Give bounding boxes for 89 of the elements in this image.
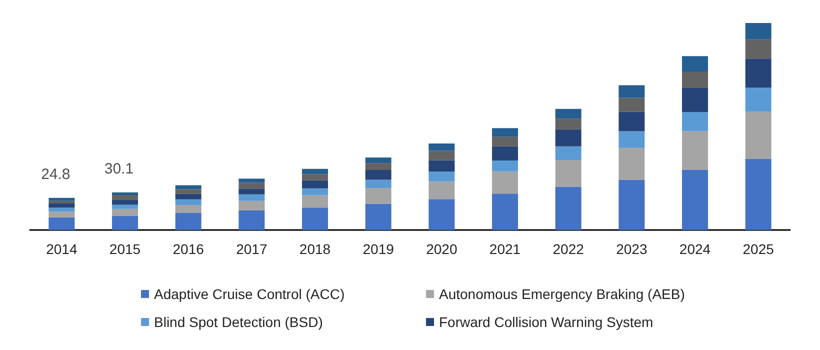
- bar: [492, 160, 518, 172]
- bar: [365, 163, 392, 170]
- bar: [745, 158, 772, 230]
- legend-label: Autonomous Emergency Braking (AEB): [439, 286, 685, 302]
- legend-label: Adaptive Cruise Control (ACC): [154, 286, 345, 302]
- bar: [618, 85, 645, 98]
- bar: [428, 199, 455, 230]
- bar: [302, 195, 328, 208]
- bar: [238, 210, 265, 230]
- bar: [238, 194, 265, 201]
- x-tick-label: 2017: [236, 241, 268, 257]
- bar: [175, 213, 202, 230]
- x-tick-label: 2014: [46, 241, 78, 257]
- bar: [682, 170, 708, 230]
- bar: [428, 143, 455, 151]
- bar: [365, 170, 392, 180]
- bar: [48, 208, 75, 212]
- bar: [302, 180, 328, 188]
- bar: [238, 178, 265, 183]
- bar: [48, 212, 75, 218]
- x-tick-label: 2019: [362, 241, 394, 257]
- bar: [112, 208, 138, 216]
- x-tick-label: 2018: [299, 241, 331, 257]
- bar: [555, 129, 582, 146]
- bar: [175, 189, 202, 194]
- bar: [682, 71, 708, 88]
- bar: [48, 200, 75, 204]
- annotation: 30.1: [104, 160, 134, 178]
- bar: [365, 204, 392, 230]
- x-tick-label: 2016: [172, 241, 204, 257]
- x-tick-label: 2023: [616, 241, 648, 257]
- bar: [682, 112, 708, 132]
- bar: [175, 204, 202, 214]
- bar: [555, 118, 582, 130]
- bar: [492, 146, 518, 160]
- bar: [48, 204, 75, 208]
- bar: [238, 188, 265, 194]
- bar: [682, 131, 708, 170]
- x-tick-label: 2015: [109, 241, 141, 257]
- bar: [492, 136, 518, 146]
- bar: [428, 150, 455, 160]
- legend-label: Forward Collision Warning System: [439, 314, 654, 330]
- bar: [112, 192, 138, 196]
- bar: [302, 168, 328, 174]
- bar: [618, 98, 645, 112]
- bar: [682, 56, 708, 72]
- bar: [745, 39, 772, 59]
- bar: [428, 181, 455, 200]
- bar: [302, 174, 328, 180]
- bar: [618, 148, 645, 180]
- bar: [112, 195, 138, 200]
- bar: [238, 182, 265, 189]
- bar: [365, 158, 392, 164]
- bar: [745, 112, 772, 159]
- bar: [555, 108, 582, 119]
- bar: [745, 58, 772, 88]
- bar: [555, 160, 582, 187]
- bar: [238, 200, 265, 211]
- x-tick-label: 2025: [742, 241, 774, 257]
- bar: [48, 217, 75, 230]
- bar: [48, 198, 75, 201]
- bar: [112, 204, 138, 209]
- bar: [428, 160, 455, 172]
- legend-label: Blind Spot Detection (BSD): [154, 314, 323, 330]
- bar: [175, 194, 202, 200]
- x-tick-label: 2022: [552, 241, 584, 257]
- bar: [365, 180, 392, 188]
- bar: [112, 200, 138, 205]
- bar: [618, 180, 645, 230]
- bar: [618, 131, 645, 148]
- x-tick-label: 2024: [679, 241, 711, 257]
- bar: [175, 199, 202, 205]
- bar: [745, 23, 772, 40]
- bar: [492, 194, 518, 230]
- bar: [745, 88, 772, 112]
- bar: [555, 146, 582, 160]
- bar: [618, 112, 645, 132]
- bar: [492, 171, 518, 194]
- bar: [492, 128, 518, 137]
- bar: [428, 172, 455, 182]
- bar: [302, 188, 328, 196]
- bar: [682, 88, 708, 112]
- bar: [365, 188, 392, 204]
- bar: [112, 216, 138, 230]
- bar: [302, 208, 328, 230]
- bar: [555, 186, 582, 230]
- x-tick-label: 2020: [426, 241, 458, 257]
- x-tick-label: 2021: [489, 241, 521, 257]
- annotation: 24.8: [41, 166, 70, 183]
